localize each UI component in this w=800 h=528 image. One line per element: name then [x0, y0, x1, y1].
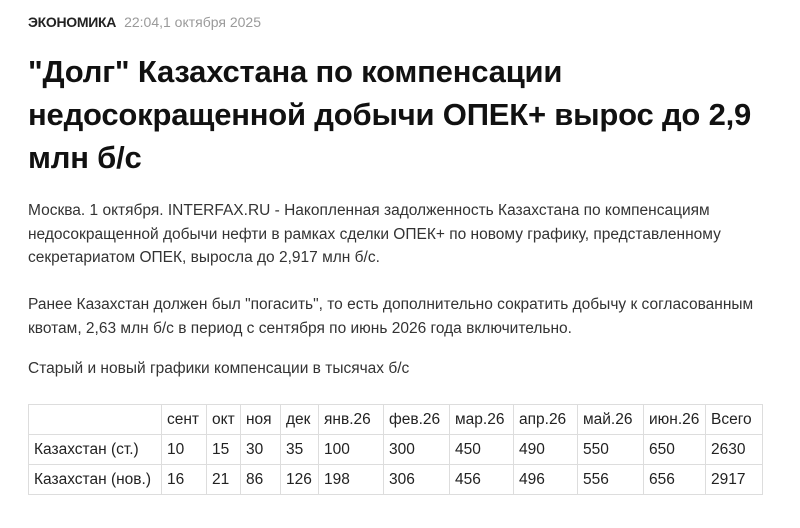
table-cell: 456: [449, 464, 514, 495]
rubric-link[interactable]: ЭКОНОМИКА: [28, 14, 117, 30]
table-cell: 30: [240, 434, 281, 465]
table-cell: дек: [280, 404, 319, 435]
table-cell: 306: [383, 464, 450, 495]
table-cell: 35: [280, 434, 319, 465]
table-cell: июн.26: [643, 404, 706, 435]
table-cell: 450: [449, 434, 514, 465]
table-cell: 650: [643, 434, 706, 465]
table-cell: 100: [318, 434, 384, 465]
table-cell: апр.26: [513, 404, 578, 435]
table-cell: мар.26: [449, 404, 514, 435]
table-header-row: сент окт ноя дек янв.26 фев.26 мар.26 апр.26 май…: [28, 404, 763, 435]
table-caption: Старый и новый графики компенсации в тыс…: [28, 360, 410, 377]
table-cell: 198: [318, 464, 384, 495]
table-cell: 10: [161, 434, 207, 465]
table-cell: 2630: [705, 434, 763, 465]
table-row: Казахстан (ст.) 10 15 30 35 100 300 450 490 550 65…: [28, 434, 763, 465]
paragraph: Ранее Казахстан должен был "погасить", т…: [28, 296, 754, 337]
publish-date: 22:04,1 октября 2025: [124, 14, 262, 30]
table-cell: 16: [161, 464, 207, 495]
table-cell: 496: [513, 464, 578, 495]
table-cell: 656: [643, 464, 706, 495]
table-cell: 126: [280, 464, 319, 495]
table-cell: 550: [577, 434, 644, 465]
table-cell: окт: [206, 404, 241, 435]
table-cell: 15: [206, 434, 241, 465]
table-row: Казахстан (нов.) 16 21 86 126 198 306 456 496 556…: [28, 464, 763, 495]
table-cell: [28, 404, 162, 435]
table-cell: Всего: [705, 404, 763, 435]
article-title: "Долг" Казахстана по компенсации недосок…: [28, 54, 752, 175]
table-cell: 556: [577, 464, 644, 495]
table-cell: 21: [206, 464, 241, 495]
paragraph: Москва. 1 октября. INTERFAX.RU - Накопле…: [28, 202, 721, 266]
article-meta: ЭКОНОМИКА 22:04,1 октября 2025: [28, 14, 261, 30]
table-cell: янв.26: [318, 404, 384, 435]
table-cell: 86: [240, 464, 281, 495]
table-cell: ноя: [240, 404, 281, 435]
table-cell: 490: [513, 434, 578, 465]
table-cell: Казахстан (нов.): [28, 464, 162, 495]
table-cell: фев.26: [383, 404, 450, 435]
table-cell: 300: [383, 434, 450, 465]
table-cell: май.26: [577, 404, 644, 435]
table-cell: сент: [161, 404, 207, 435]
compensation-table: сент окт ноя дек янв.26 фев.26 мар.26 апр.26 май…: [28, 404, 763, 495]
table-cell: Казахстан (ст.): [28, 434, 162, 465]
table-cell: 2917: [705, 464, 763, 495]
